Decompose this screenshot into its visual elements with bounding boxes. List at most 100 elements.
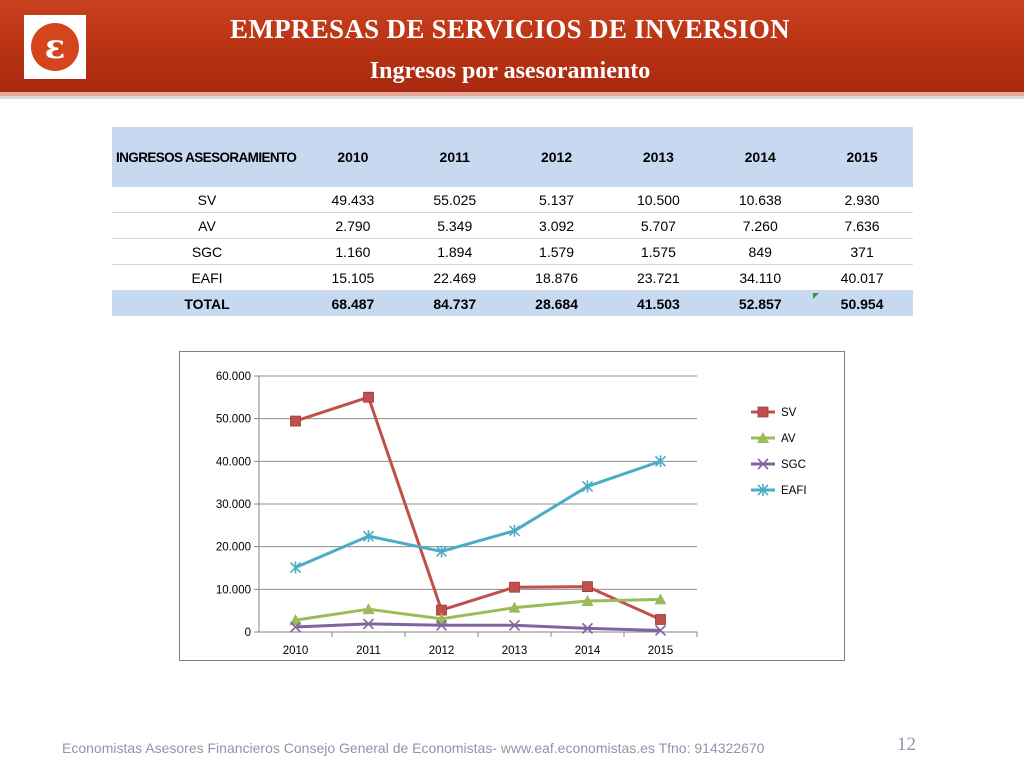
legend-marker-sgc — [757, 458, 769, 470]
y-tick-label: 50.000 — [216, 414, 251, 426]
x-tick-label: 2011 — [356, 645, 381, 657]
series-line-sgc — [295, 622, 661, 632]
data-point-eafi — [435, 545, 448, 558]
y-tick-label: 20.000 — [216, 542, 251, 554]
table-cell: 7.260 — [709, 212, 812, 239]
table-cell: 371 — [811, 238, 913, 265]
table-cell: 1.575 — [607, 238, 710, 265]
x-tick-label: 2015 — [648, 645, 674, 657]
data-point-sgc — [289, 621, 302, 633]
table-cell: 49.433 — [302, 187, 404, 213]
total-cell: 41.503 — [607, 290, 710, 316]
data-point-sgc — [508, 619, 521, 631]
table-cell: 18.876 — [505, 264, 608, 291]
column-header: 2010 — [302, 127, 404, 187]
row-label: SGC — [112, 238, 302, 265]
y-tick-label: 40.000 — [216, 456, 251, 468]
table-cell: 23.721 — [607, 264, 710, 291]
data-point-sgc — [581, 622, 594, 634]
total-label: TOTAL — [112, 290, 302, 316]
table-row: AV 2.790 5.349 3.092 5.707 7.260 7.636 — [112, 212, 913, 239]
table-cell: 10.638 — [709, 187, 812, 213]
column-header: 2014 — [709, 127, 812, 187]
header-divider — [0, 96, 1024, 99]
y-tick-label: 10.000 — [216, 584, 251, 596]
data-point-eafi — [289, 561, 302, 574]
table-cell: 5.349 — [403, 212, 506, 239]
data-point-av — [508, 601, 521, 613]
page-number: 12 — [897, 734, 916, 755]
table-cell: 22.469 — [403, 264, 506, 291]
eaf-logo-icon: ε — [31, 23, 79, 71]
data-point-av — [362, 603, 375, 615]
table-cell: 7.636 — [811, 212, 913, 239]
table-cell: 2.930 — [811, 187, 913, 213]
y-tick-label: 0 — [245, 627, 251, 639]
data-point-eafi — [508, 524, 521, 537]
y-tick-label: 60.000 — [216, 371, 251, 383]
y-tick-label: 30.000 — [216, 499, 251, 511]
x-tick-label: 2013 — [502, 645, 528, 657]
series-line-eafi — [294, 459, 661, 569]
data-point-av — [654, 593, 667, 605]
data-point-av — [435, 612, 448, 624]
footer-text: Economistas Asesores Financieros Consejo… — [62, 740, 765, 756]
row-label: EAFI — [112, 264, 302, 291]
table-row: SGC 1.160 1.894 1.579 1.575 849 371 — [112, 238, 913, 265]
logo: ε — [24, 15, 86, 79]
header-bar: ε EMPRESAS DE SERVICIOS DE INVERSION Ing… — [0, 0, 1024, 96]
row-label: SV — [112, 187, 302, 213]
table-cell: 1.579 — [505, 238, 608, 265]
total-row: TOTAL 68.487 84.737 28.684 41.503 52.857… — [112, 290, 913, 316]
table-cell: 10.500 — [607, 187, 710, 213]
line-chart: 0 10.000 20.000 30.000 40.000 50.000 60.000 201… — [179, 351, 845, 661]
legend-label-sgc: SGC — [781, 459, 806, 471]
total-cell: 52.857 — [709, 290, 812, 316]
table-header-label: INGRESOS ASESORAMIENTO — [112, 127, 302, 187]
table-cell: 34.110 — [709, 264, 812, 291]
chart-canvas: 0 10.000 20.000 30.000 40.000 50.000 60.000 201… — [216, 371, 807, 657]
x-tick-label: 2012 — [429, 645, 455, 657]
total-cell: 84.737 — [403, 290, 506, 316]
legend-marker-eafi — [757, 484, 769, 496]
column-header: 2011 — [403, 127, 506, 187]
page-subtitle: Ingresos por asesoramiento — [369, 58, 651, 84]
table-cell: 5.707 — [607, 212, 710, 239]
table-cell: 2.790 — [302, 212, 404, 239]
total-cell: 50.954 — [811, 290, 913, 316]
series-line-sv — [295, 395, 662, 621]
x-tick-label: 2014 — [575, 645, 601, 657]
column-header: 2012 — [505, 127, 608, 187]
cell-comment-marker — [813, 293, 819, 299]
total-cell: 68.487 — [302, 290, 404, 316]
data-point-sv — [655, 614, 666, 625]
table-row: SV 49.433 55.025 5.137 10.500 10.638 2.9… — [112, 187, 913, 213]
column-header: 2013 — [607, 127, 710, 187]
page-title: EMPRESAS DE SERVICIOS DE INVERSION — [230, 14, 790, 44]
x-tick-label: 2010 — [283, 645, 309, 657]
data-point-av — [289, 614, 302, 626]
total-cell: 28.684 — [505, 290, 608, 316]
income-table: INGRESOS ASESORAMIENTO 2010 2011 2012 20… — [112, 127, 913, 316]
table-cell: 1.894 — [403, 238, 506, 265]
data-point-sv — [582, 581, 593, 593]
data-point-sgc — [362, 618, 375, 630]
table-cell: 1.160 — [302, 238, 404, 265]
table-cell: 5.137 — [505, 187, 608, 213]
data-point-eafi — [362, 530, 375, 543]
series-line-av — [295, 597, 661, 622]
data-point-sv — [509, 581, 520, 593]
table-cell: 3.092 — [505, 212, 608, 239]
table-cell: 15.105 — [302, 264, 404, 291]
table-row: EAFI 15.105 22.469 18.876 23.721 34.110 … — [112, 264, 913, 291]
data-point-sv — [290, 415, 301, 427]
data-point-sgc — [654, 624, 667, 636]
table-header-row: INGRESOS ASESORAMIENTO 2010 2011 2012 20… — [112, 127, 913, 187]
data-point-sv — [363, 391, 374, 403]
table-cell: 849 — [709, 238, 812, 265]
legend-marker-av — [757, 432, 769, 443]
table-cell: 40.017 — [811, 264, 913, 291]
data-point-av — [581, 595, 594, 607]
row-label: AV — [112, 212, 302, 239]
data-point-eafi — [654, 455, 667, 468]
